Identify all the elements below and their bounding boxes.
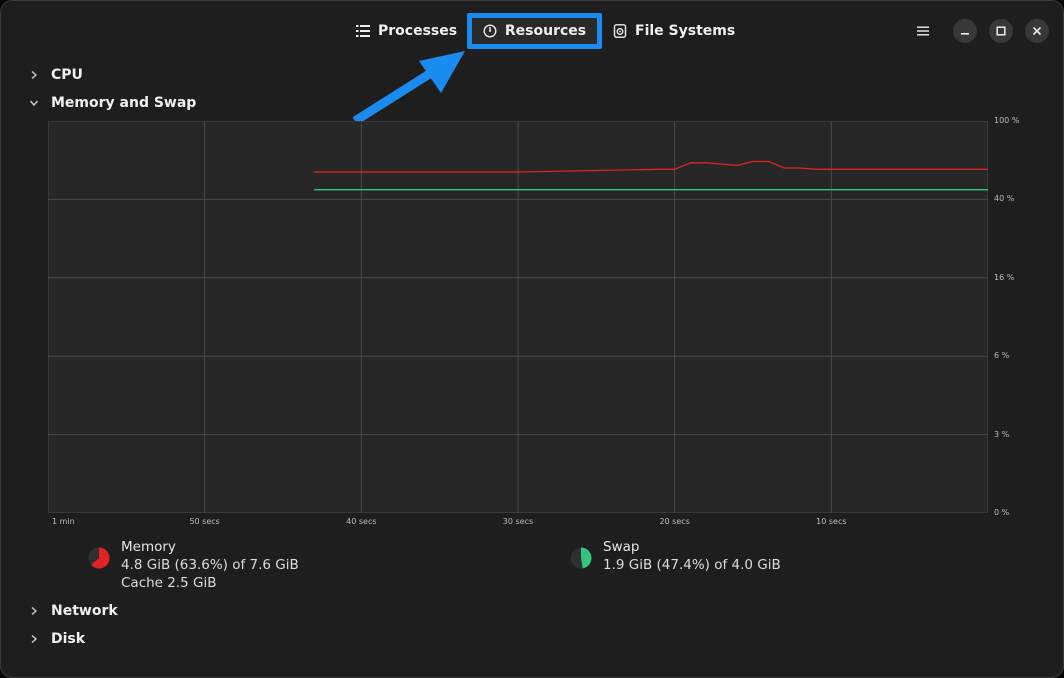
swap-usage-pie — [570, 547, 592, 569]
annotation-arrow — [352, 51, 465, 125]
main-menu-button[interactable] — [911, 19, 935, 43]
legend-swap-usage: 1.9 GiB (47.4%) of 4.0 GiB — [603, 557, 781, 573]
list-icon — [356, 25, 370, 37]
x-tick-label: 20 secs — [659, 517, 690, 526]
graph-canvas — [48, 121, 988, 513]
series-line-memory — [314, 160, 988, 173]
tab-processes-label: Processes — [378, 23, 458, 39]
minimize-icon — [961, 33, 969, 35]
chevron-down-icon — [29, 100, 39, 107]
close-icon — [1032, 26, 1042, 36]
y-tick-label: 100 % — [994, 116, 1020, 125]
minimize-button[interactable] — [953, 19, 977, 43]
legend-swap: Swap 1.9 GiB (47.4%) of 4.0 GiB — [569, 538, 781, 574]
chevron-right-icon — [31, 634, 38, 644]
section-cpu[interactable]: CPU — [29, 64, 83, 86]
close-button[interactable] — [1025, 19, 1049, 43]
disk-icon — [613, 24, 627, 38]
y-tick-label: 40 % — [994, 194, 1015, 204]
chevron-right-icon — [31, 70, 38, 80]
y-tick-label: 6 % — [994, 351, 1010, 361]
header-bar: Processes Resources File Systems — [1, 1, 1063, 59]
section-memory-swap[interactable]: Memory and Swap — [29, 92, 196, 114]
legend-memory-title: Memory — [121, 539, 176, 555]
tab-resources-label: Resources — [504, 23, 587, 39]
tab-file-systems[interactable]: File Systems — [613, 13, 735, 49]
gauge-icon — [483, 24, 497, 38]
x-tick-label: 40 secs — [346, 517, 377, 526]
y-tick-label: 0 % — [994, 508, 1010, 517]
legend-memory-cache: Cache 2.5 GiB — [121, 575, 217, 591]
swap-pie-slice — [581, 547, 592, 569]
memory-swap-graph — [48, 121, 988, 513]
view-switcher: Processes Resources File Systems — [1, 13, 1063, 49]
maximize-icon — [996, 26, 1006, 36]
memory-usage-pie — [88, 547, 110, 569]
y-tick-label: 16 % — [994, 272, 1015, 282]
legend-memory-usage: 4.8 GiB (63.6%) of 7.6 GiB — [121, 557, 299, 573]
menu-icon — [917, 26, 929, 36]
x-tick-label: 50 secs — [189, 517, 220, 526]
x-tick-label: 30 secs — [502, 517, 534, 526]
maximize-button[interactable] — [989, 19, 1013, 43]
memory-pie-slice — [91, 547, 110, 569]
x-tick-label: 10 secs — [816, 517, 847, 526]
section-memory-swap-label: Memory and Swap — [51, 95, 197, 111]
tab-resources[interactable]: Resources — [467, 13, 602, 49]
chevron-right-icon — [31, 606, 38, 616]
x-tick-label: 1 min — [52, 517, 75, 526]
section-network-label: Network — [51, 603, 118, 619]
section-cpu-label: CPU — [51, 67, 83, 83]
window-controls — [911, 19, 1049, 43]
y-tick-label: 3 % — [994, 429, 1010, 439]
section-network[interactable]: Network — [29, 600, 118, 622]
section-disk[interactable]: Disk — [29, 628, 85, 650]
legend-swap-title: Swap — [603, 539, 640, 555]
legend-memory: Memory 4.8 GiB (63.6%) of 7.6 GiB Cache … — [87, 538, 299, 592]
tab-processes[interactable]: Processes — [356, 13, 457, 49]
section-disk-label: Disk — [51, 631, 86, 647]
tab-file-systems-label: File Systems — [635, 23, 736, 39]
